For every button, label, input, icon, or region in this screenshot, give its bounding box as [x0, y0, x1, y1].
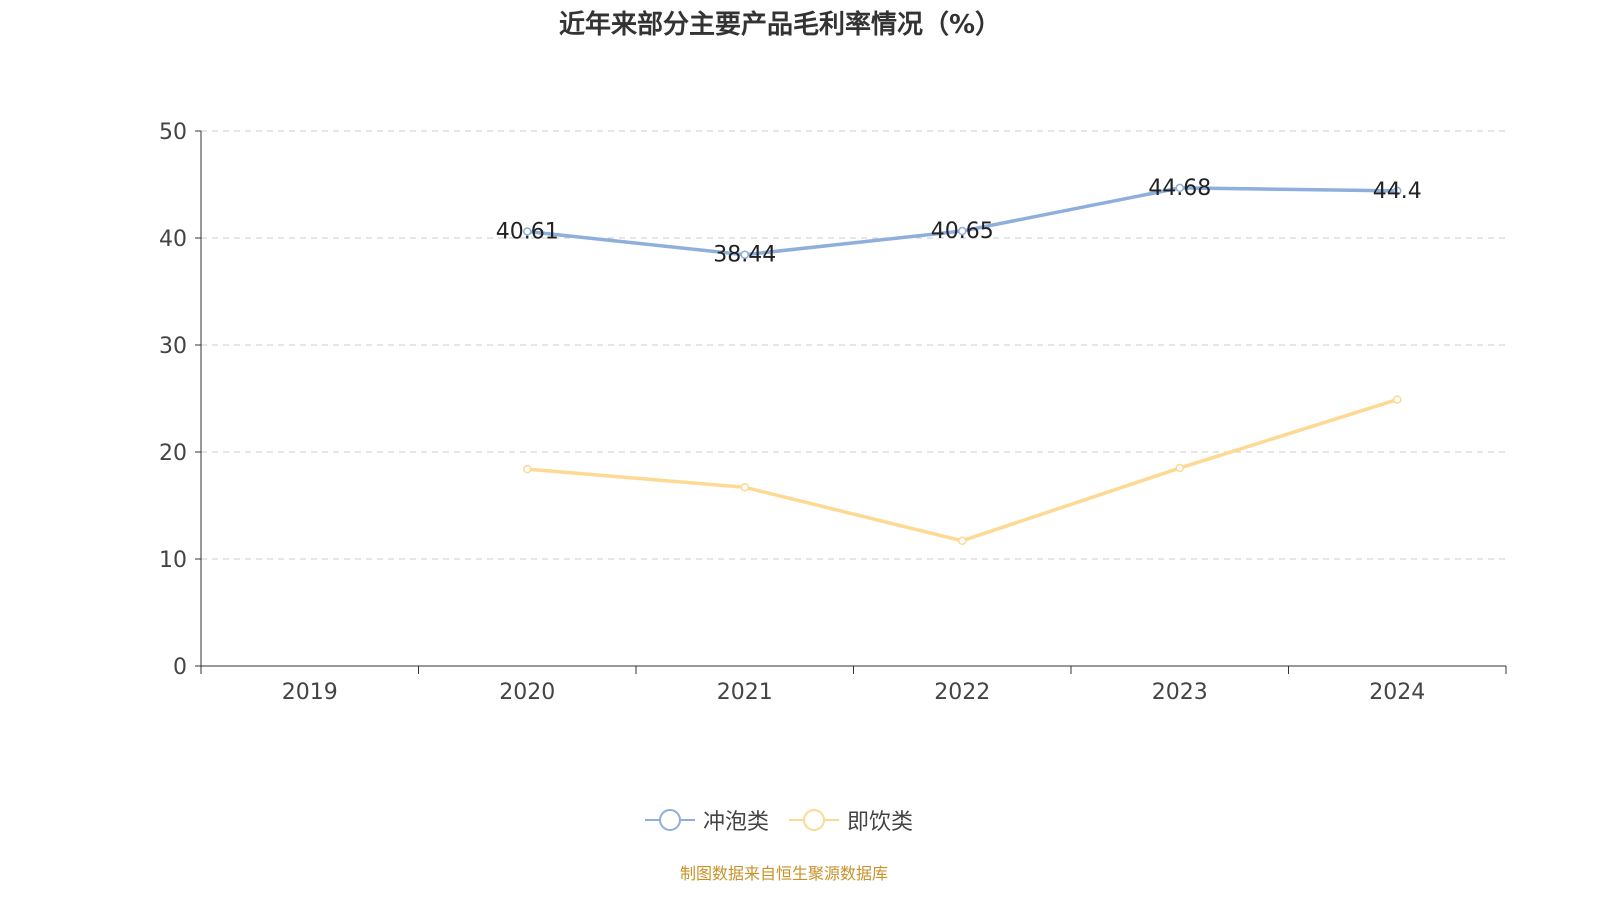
data-point — [958, 226, 967, 236]
data-label: 44.68 — [1148, 176, 1211, 201]
legend-label: 冲泡类 — [703, 810, 770, 835]
data-point — [740, 483, 749, 492]
y-tick-label: 30 — [159, 334, 187, 359]
chart-title: 近年来部分主要产品毛利率情况（%） — [558, 10, 1002, 40]
y-tick-label: 50 — [159, 120, 187, 145]
x-tick-label: 2019 — [282, 680, 338, 705]
data-label: 40.65 — [931, 219, 994, 244]
data-point — [1393, 186, 1402, 196]
y-tick-label: 0 — [173, 655, 187, 680]
legend-label: 即饮类 — [847, 810, 914, 835]
data-point — [523, 227, 532, 236]
data-point — [1175, 463, 1184, 473]
data-point — [1175, 183, 1184, 193]
x-tick-label: 2024 — [1369, 680, 1425, 705]
data-label: 40.61 — [496, 219, 559, 244]
source-note: 制图数据来自恒生聚源数据库 — [679, 864, 888, 883]
x-tick-label: 2020 — [499, 680, 555, 705]
x-tick-label: 2023 — [1152, 680, 1208, 705]
legend: 冲泡类 即饮类 — [645, 804, 933, 836]
data-label: 44.4 — [1373, 179, 1422, 204]
legend-marker-icon — [789, 809, 840, 831]
legend-item-series-1[interactable]: 即饮类 — [789, 804, 913, 836]
y-tick-label: 20 — [159, 441, 187, 466]
data-point — [1393, 395, 1402, 404]
data-label: 38.44 — [713, 243, 776, 268]
legend-item-series-0[interactable]: 冲泡类 — [645, 804, 769, 836]
data-point — [958, 536, 967, 546]
data-point — [523, 464, 532, 474]
legend-marker-icon — [645, 809, 695, 831]
x-tick-label: 2021 — [717, 680, 773, 705]
x-tick-label: 2022 — [934, 680, 990, 705]
y-tick-label: 40 — [159, 227, 187, 252]
data-point — [740, 250, 749, 259]
y-tick-label: 10 — [159, 548, 187, 573]
series-line-1 — [527, 397, 1398, 543]
